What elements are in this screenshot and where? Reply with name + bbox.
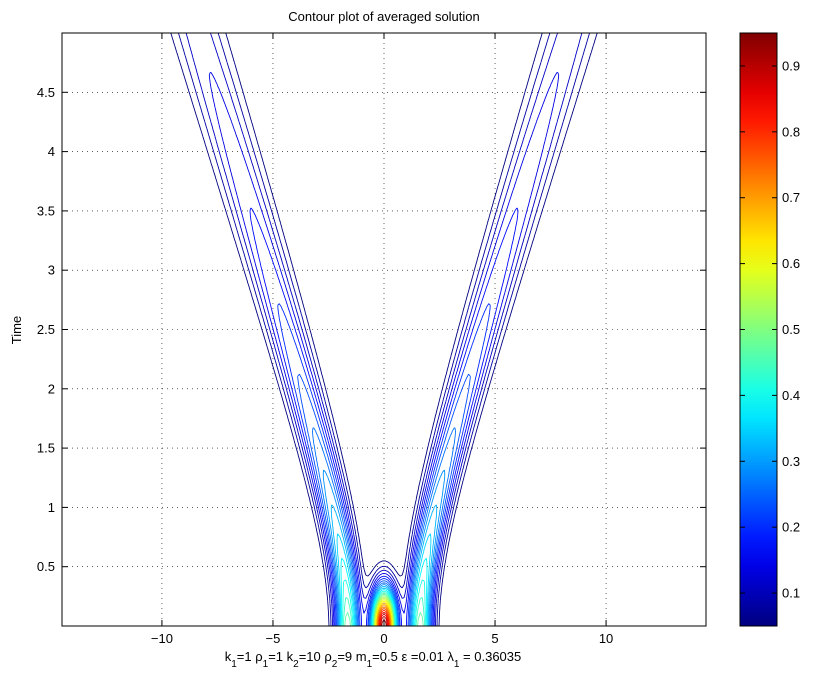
contour-line (330, 504, 438, 626)
contour-line (297, 373, 471, 626)
colorbar-tick-label: 0.5 (782, 322, 800, 337)
contour-line (249, 207, 519, 626)
contour-line (381, 619, 387, 626)
y-tick-label: 2 (48, 381, 55, 396)
contour-line (379, 611, 389, 626)
contour-lines (170, 33, 598, 626)
y-tick-label: 1.5 (37, 441, 55, 456)
x-tick-label: 0 (380, 631, 387, 646)
contour-line (344, 593, 424, 626)
contour-line (378, 609, 390, 626)
y-tick-label: 0.5 (37, 559, 55, 574)
x-axis-ticks: −10 −5 0 5 10 (151, 33, 613, 646)
plot-area (62, 33, 706, 626)
contour-line (377, 608, 391, 626)
contour-line (377, 606, 391, 626)
contour-line (380, 616, 388, 626)
y-axis-ticks: 0.5 1 1.5 2 2.5 3 3.5 4 4.5 (37, 85, 706, 574)
contour-line (185, 33, 583, 626)
contour-line (342, 592, 426, 626)
y-tick-label: 3 (48, 263, 55, 278)
colorbar-tick-label: 0.8 (782, 124, 800, 139)
y-tick-label: 2.5 (37, 322, 55, 337)
colorbar-tick-label: 0.1 (782, 586, 800, 601)
contour-line (379, 613, 389, 626)
y-tick-label: 4.5 (37, 85, 55, 100)
colorbar (739, 32, 778, 627)
contour-line (374, 596, 394, 626)
x-tick-label: −10 (151, 631, 173, 646)
contour-line (376, 603, 392, 626)
x-tick-label: 5 (491, 631, 498, 646)
y-tick-label: 4 (48, 144, 55, 159)
chart-title: Contour plot of averaged solution (288, 9, 480, 24)
x-tick-label: 10 (599, 631, 613, 646)
contour-line (340, 557, 428, 626)
contour-line (208, 71, 560, 626)
contour-line (341, 579, 427, 626)
colorbar-tick-label: 0.3 (782, 454, 800, 469)
y-tick-label: 3.5 (37, 203, 55, 218)
y-axis-label: Time (9, 316, 24, 344)
contour-line (336, 533, 432, 626)
contour-line (277, 303, 491, 626)
contour-line (178, 33, 590, 626)
colorbar-tick-label: 0.2 (782, 520, 800, 535)
colorbar-ticks: 0.1 0.2 0.3 0.4 0.5 0.6 0.7 0.8 0.9 (740, 58, 800, 601)
contour-line (322, 469, 446, 626)
colorbar-tick-label: 0.7 (782, 190, 800, 205)
y-tick-label: 1 (48, 500, 55, 515)
contour-line (170, 33, 598, 626)
colorbar-tick-label: 0.6 (782, 256, 800, 271)
x-axis-label: k1=1 ρ1=1 k2=10 ρ2=9 m1=0.5 ε =0.01 λ1 =… (225, 649, 522, 670)
x-tick-label: −5 (266, 631, 281, 646)
colorbar-tick-label: 0.9 (782, 58, 800, 73)
colorbar-tick-label: 0.4 (782, 388, 800, 403)
